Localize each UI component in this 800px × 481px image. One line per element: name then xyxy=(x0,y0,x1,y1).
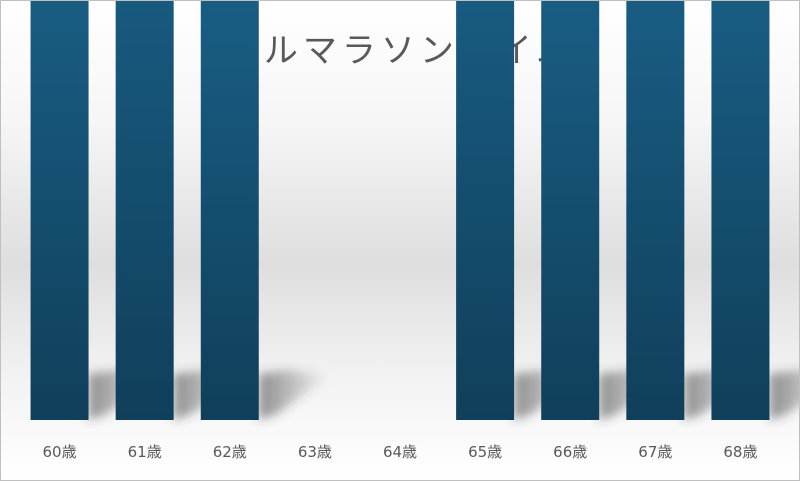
bar xyxy=(711,1,770,420)
bar xyxy=(541,1,600,421)
bars xyxy=(30,1,770,421)
x-tick-label: 61歳 xyxy=(128,443,162,461)
bar xyxy=(626,1,685,420)
bar-shadow xyxy=(258,370,329,420)
bar xyxy=(200,1,259,420)
bar-shadows xyxy=(88,370,799,420)
bar xyxy=(456,1,515,420)
x-tick-label: 63歳 xyxy=(298,443,332,461)
bar xyxy=(115,1,174,420)
x-axis-tick-labels: 60歳 61歳 62歳 63歳 64歳 65歳 66歳 67歳 68歳 xyxy=(43,443,758,461)
x-tick-label: 60歳 xyxy=(43,443,77,461)
x-tick-label: 67歳 xyxy=(638,443,672,461)
chart-title: フルマラソンタイム xyxy=(225,31,575,71)
bar xyxy=(30,1,89,420)
x-tick-label: 66歳 xyxy=(553,443,587,461)
bar-shadow xyxy=(769,370,799,420)
x-tick-label: 68歳 xyxy=(723,443,757,461)
x-tick-label: 62歳 xyxy=(213,443,247,461)
x-tick-label: 64歳 xyxy=(383,443,417,461)
x-tick-label: 65歳 xyxy=(468,443,502,461)
